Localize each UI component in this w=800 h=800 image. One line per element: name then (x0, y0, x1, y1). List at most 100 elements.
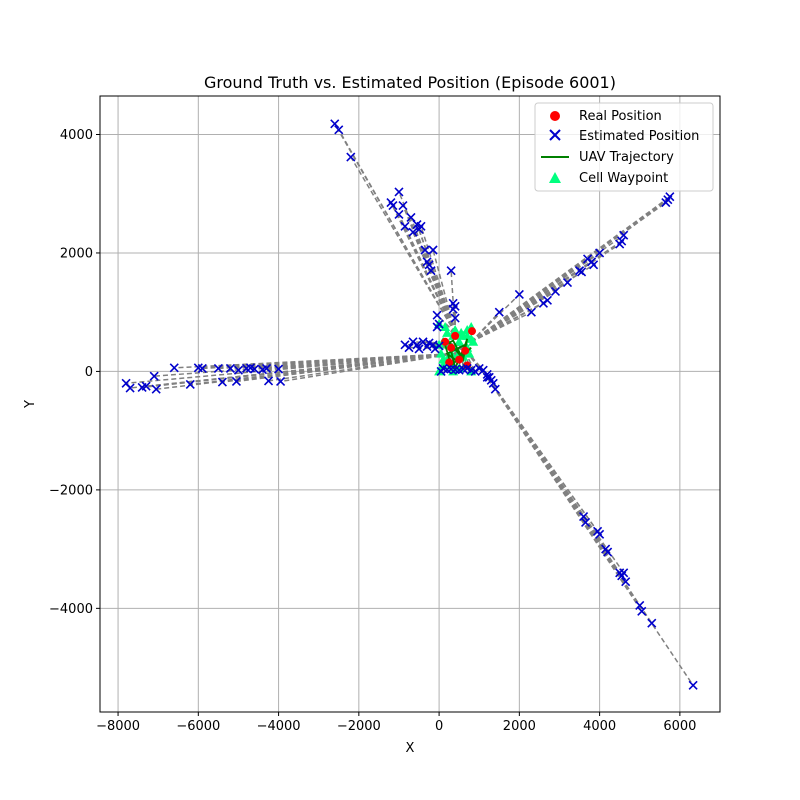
error-line (222, 352, 456, 383)
estimated-position-point (450, 313, 460, 323)
estimated-position-point (619, 568, 629, 578)
estimated-position-point (330, 119, 340, 129)
error-line (350, 156, 456, 334)
waypoint-marker (468, 336, 479, 346)
error-line (126, 352, 456, 385)
estimated-position-point (404, 343, 414, 353)
plot-frame (99, 95, 721, 713)
error-line (404, 225, 456, 334)
waypoint-marker (440, 322, 451, 331)
estimated-position-point (185, 379, 195, 390)
estimated-position-point (426, 266, 436, 276)
estimated-position-point (151, 384, 161, 394)
estimated-position-point (398, 201, 408, 211)
estimated-position-point (249, 364, 260, 374)
y-tick-label: −2000 (49, 483, 93, 498)
x-axis-ticks: −8000 −6000 −4000 −2000 0 2000 4000 6000 (96, 712, 696, 734)
estimated-position-point (482, 372, 492, 382)
error-line (278, 352, 456, 370)
error-line (470, 311, 532, 343)
estimated-position-point (434, 341, 444, 351)
estimated-position-point (595, 248, 605, 258)
x-tick-label: −8000 (96, 719, 140, 734)
chart-title: Ground Truth vs. Estimated Position (Epi… (204, 73, 616, 92)
estimated-position-point (603, 547, 613, 557)
estimated-position-point (274, 364, 284, 374)
estimated-position-point (408, 227, 418, 237)
real-position-point (451, 331, 460, 340)
estimated-position-point (446, 266, 456, 276)
estimated-position-point (388, 201, 398, 211)
estimated-positions (121, 119, 698, 690)
legend-waypoint-label: Cell Waypoint (579, 171, 668, 186)
waypoint-marker (454, 336, 465, 346)
estimated-position-point (149, 371, 159, 381)
estimated-position-point (400, 221, 410, 231)
waypoint-marker (462, 330, 473, 340)
estimated-position-point (619, 230, 629, 240)
uav-trajectory (444, 338, 472, 372)
estimated-position-point (589, 260, 599, 270)
error-line (338, 129, 456, 334)
legend-estimated-marker (549, 129, 561, 141)
estimated-position-point (637, 606, 647, 616)
y-tick-label: −4000 (49, 602, 93, 617)
error-line (424, 249, 456, 334)
estimated-position-point (562, 278, 573, 288)
y-tick-label: 4000 (60, 128, 93, 143)
error-lines (126, 123, 694, 686)
x-tick-label: 4000 (583, 719, 616, 734)
legend-trajectory-label: UAV Trajectory (579, 150, 674, 165)
estimated-position-point (233, 365, 244, 375)
estimated-position-point (450, 301, 460, 311)
y-tick-label: 2000 (60, 246, 93, 261)
error-line (470, 196, 671, 343)
estimated-position-point (424, 260, 434, 270)
y-tick-label: 0 (85, 365, 93, 380)
estimated-position-point (665, 192, 675, 202)
estimated-position-point (334, 125, 344, 135)
x-tick-label: −2000 (337, 719, 381, 734)
estimated-position-point (197, 363, 207, 374)
estimated-position-point (394, 187, 404, 197)
estimated-position-point (213, 363, 223, 374)
estimated-position-point (169, 363, 179, 373)
estimated-position-point (125, 383, 135, 393)
estimated-position-point (420, 245, 430, 255)
error-line (478, 365, 625, 574)
estimated-position-point (394, 209, 404, 220)
error-line (470, 234, 625, 343)
error-line (432, 249, 456, 334)
estimated-position-point (263, 376, 274, 386)
estimated-position-point (141, 381, 151, 391)
x-tick-label: −4000 (257, 719, 301, 734)
error-line (470, 299, 548, 343)
estimated-position-point (231, 376, 242, 387)
legend-box (534, 102, 714, 192)
estimated-position-point (490, 384, 500, 394)
estimated-position-point (346, 152, 356, 162)
estimated-position-point (617, 236, 627, 246)
error-line (202, 352, 456, 370)
trajectory-line (444, 338, 472, 372)
waypoint-marker (434, 366, 445, 376)
legend-waypoint-marker (549, 172, 561, 183)
estimated-position-point (688, 680, 698, 690)
estimated-position-point (550, 286, 561, 297)
error-line (430, 270, 456, 334)
real-position-point (461, 346, 470, 355)
real-position-point (441, 337, 450, 346)
x-axis-label: X (406, 741, 415, 756)
real-positions (441, 327, 476, 370)
waypoint-marker (450, 324, 461, 334)
x-tick-label: −6000 (176, 719, 220, 734)
estimated-position-point (217, 377, 227, 387)
estimated-position-point (225, 363, 235, 374)
legend-real-label: Real Position (579, 109, 662, 124)
y-axis-label: Y (23, 400, 38, 409)
error-line (470, 281, 568, 343)
estimated-position-point (414, 344, 424, 354)
legend-estimated-label: Estimated Position (579, 129, 699, 144)
estimated-position-point (595, 529, 605, 539)
